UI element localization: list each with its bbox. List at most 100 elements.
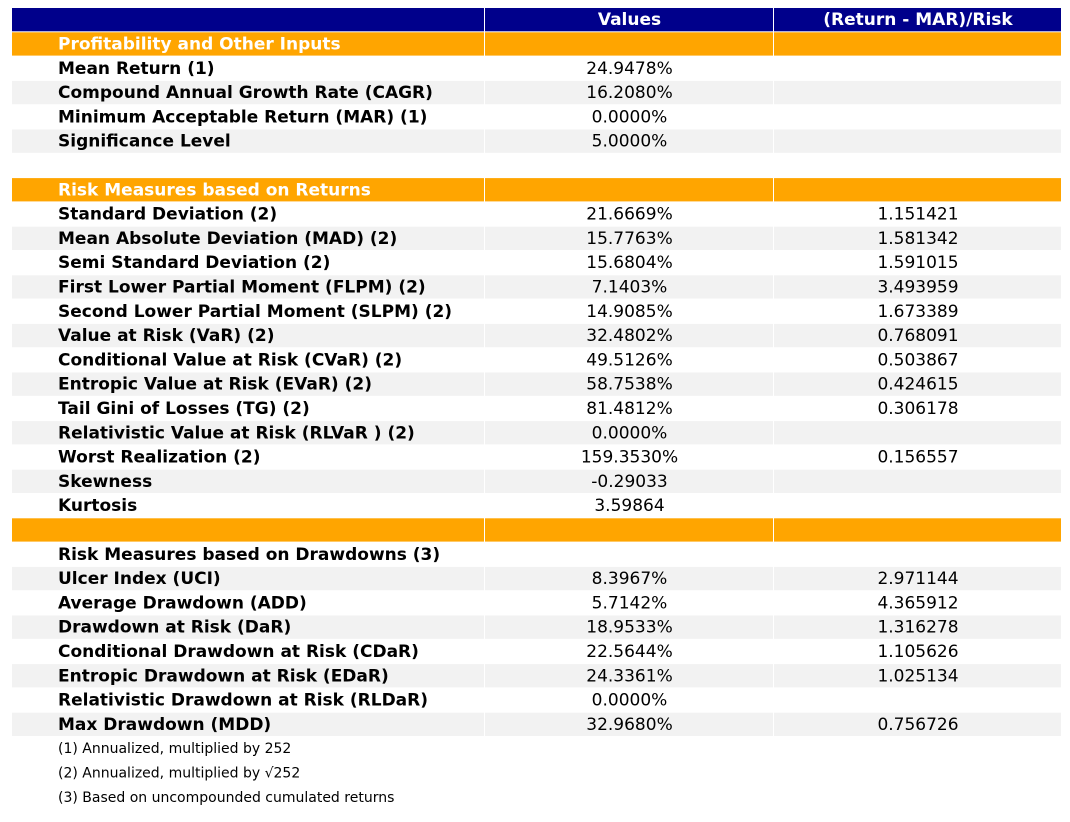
row-ratio: 0.768091 xyxy=(877,326,958,346)
row-cell xyxy=(12,105,484,129)
row-label: Semi Standard Deviation (2) xyxy=(58,253,330,273)
row-value: 5.7142% xyxy=(592,593,668,613)
row-label: Tail Gini of Losses (TG) (2) xyxy=(58,399,310,419)
row-value: 15.6804% xyxy=(586,253,672,273)
row-ratio: 1.151421 xyxy=(877,205,958,225)
row-value: 14.9085% xyxy=(586,302,672,322)
row-value: 18.9533% xyxy=(586,618,672,638)
row-cell xyxy=(12,494,484,518)
row-ratio: 1.025134 xyxy=(877,666,958,686)
row-label: Worst Realization (2) xyxy=(58,448,261,468)
row-cell xyxy=(12,421,484,445)
footnote: (3) Based on uncompounded cumulated retu… xyxy=(58,790,394,806)
section-bar xyxy=(485,32,773,56)
row-label: Skewness xyxy=(58,472,152,492)
row-label: Mean Absolute Deviation (MAD) (2) xyxy=(58,229,397,249)
row-value: 32.9680% xyxy=(586,715,672,735)
row-ratio: 2.971144 xyxy=(877,569,958,589)
row-cell xyxy=(774,251,1061,275)
row-label: Max Drawdown (MDD) xyxy=(58,715,271,735)
row-label: First Lower Partial Moment (FLPM) (2) xyxy=(58,277,426,297)
row-label: Relativistic Drawdown at Risk (RLDaR) xyxy=(58,691,428,711)
row-cell xyxy=(774,129,1061,153)
row-label: Relativistic Value at Risk (RLVaR ) (2) xyxy=(58,423,415,443)
row-cell xyxy=(12,129,484,153)
row-cell xyxy=(774,566,1061,591)
row-cell xyxy=(485,396,773,421)
row-cell xyxy=(12,299,484,323)
row-cell xyxy=(12,348,484,372)
row-value: 49.5126% xyxy=(586,350,672,370)
section-bar xyxy=(774,32,1061,56)
row-value: 0.0000% xyxy=(592,423,668,443)
row-value: 7.1403% xyxy=(592,277,668,297)
row-label: Compound Annual Growth Rate (CAGR) xyxy=(58,83,433,103)
row-cell xyxy=(485,80,773,105)
row-ratio: 0.503867 xyxy=(877,350,958,370)
row-cell xyxy=(485,469,773,493)
row-ratio: 4.365912 xyxy=(877,593,958,613)
row-cell xyxy=(485,494,773,518)
row-cell xyxy=(485,688,773,712)
row-value: 58.7538% xyxy=(586,375,672,395)
row-value: 24.3361% xyxy=(586,666,672,686)
row-cell xyxy=(485,372,773,396)
row-value: 159.3530% xyxy=(581,448,678,468)
row-value: 22.5644% xyxy=(586,642,672,662)
row-label: Significance Level xyxy=(58,132,231,152)
row-cell xyxy=(12,80,484,105)
row-label: Second Lower Partial Moment (SLPM) (2) xyxy=(58,302,452,322)
row-cell xyxy=(485,591,773,615)
row-label: Mean Return (1) xyxy=(58,59,215,79)
row-cell xyxy=(774,396,1061,421)
row-cell xyxy=(485,615,773,639)
footnote: (1) Annualized, multiplied by 252 xyxy=(58,741,291,757)
row-cell xyxy=(485,421,773,445)
row-cell xyxy=(485,226,773,250)
row-cell xyxy=(485,712,773,736)
row-label: Kurtosis xyxy=(58,496,137,516)
column-header: Values xyxy=(598,10,661,30)
row-value: 5.0000% xyxy=(592,132,668,152)
section-bar xyxy=(485,518,773,542)
row-cell xyxy=(12,251,484,275)
row-cell xyxy=(485,129,773,153)
header-cell xyxy=(774,8,1061,32)
row-label: Standard Deviation (2) xyxy=(58,205,277,225)
row-cell xyxy=(774,712,1061,736)
row-cell xyxy=(12,275,484,299)
row-cell xyxy=(485,323,773,348)
row-cell xyxy=(12,615,484,639)
row-cell xyxy=(485,348,773,372)
row-value: 0.0000% xyxy=(592,107,668,127)
section-bar xyxy=(485,178,773,202)
row-cell xyxy=(774,275,1061,299)
row-cell xyxy=(485,202,773,226)
header-cell xyxy=(12,8,484,32)
row-cell xyxy=(485,445,773,469)
section-title: Risk Measures based on Returns xyxy=(58,180,371,200)
row-cell xyxy=(12,202,484,226)
row-label: Ulcer Index (UCI) xyxy=(58,569,221,589)
row-value: 24.9478% xyxy=(586,59,672,79)
row-cell xyxy=(774,80,1061,105)
subtitle-row xyxy=(485,542,773,566)
row-value: 16.2080% xyxy=(586,83,672,103)
row-value: 0.0000% xyxy=(592,691,668,711)
footnote: (2) Annualized, multiplied by √252 xyxy=(58,766,300,782)
row-ratio: 0.156557 xyxy=(877,448,958,468)
section-bar xyxy=(12,178,484,202)
row-cell xyxy=(12,664,484,688)
row-cell xyxy=(774,299,1061,323)
row-cell xyxy=(12,566,484,591)
row-cell xyxy=(774,445,1061,469)
row-cell xyxy=(12,639,484,664)
row-cell xyxy=(774,372,1061,396)
header-cell xyxy=(485,8,773,32)
section-bar xyxy=(12,32,484,56)
row-cell xyxy=(12,469,484,493)
column-header: (Return - MAR)/Risk xyxy=(823,10,1013,30)
row-value: 32.4802% xyxy=(586,326,672,346)
row-label: Entropic Drawdown at Risk (EDaR) xyxy=(58,666,389,686)
